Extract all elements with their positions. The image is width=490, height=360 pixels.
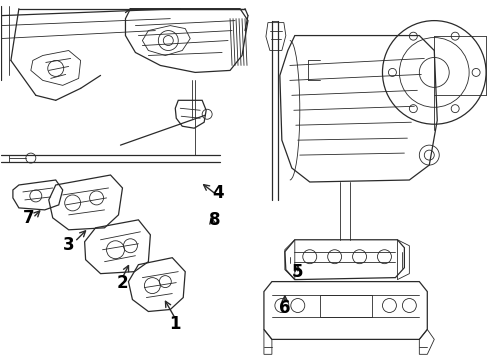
Text: 5: 5 xyxy=(292,263,303,281)
Text: 4: 4 xyxy=(212,184,224,202)
Text: 7: 7 xyxy=(23,209,35,227)
Text: 6: 6 xyxy=(279,298,291,316)
Text: 3: 3 xyxy=(63,236,74,254)
Text: 8: 8 xyxy=(209,211,221,229)
Text: 1: 1 xyxy=(170,315,181,333)
Text: 2: 2 xyxy=(117,274,128,292)
